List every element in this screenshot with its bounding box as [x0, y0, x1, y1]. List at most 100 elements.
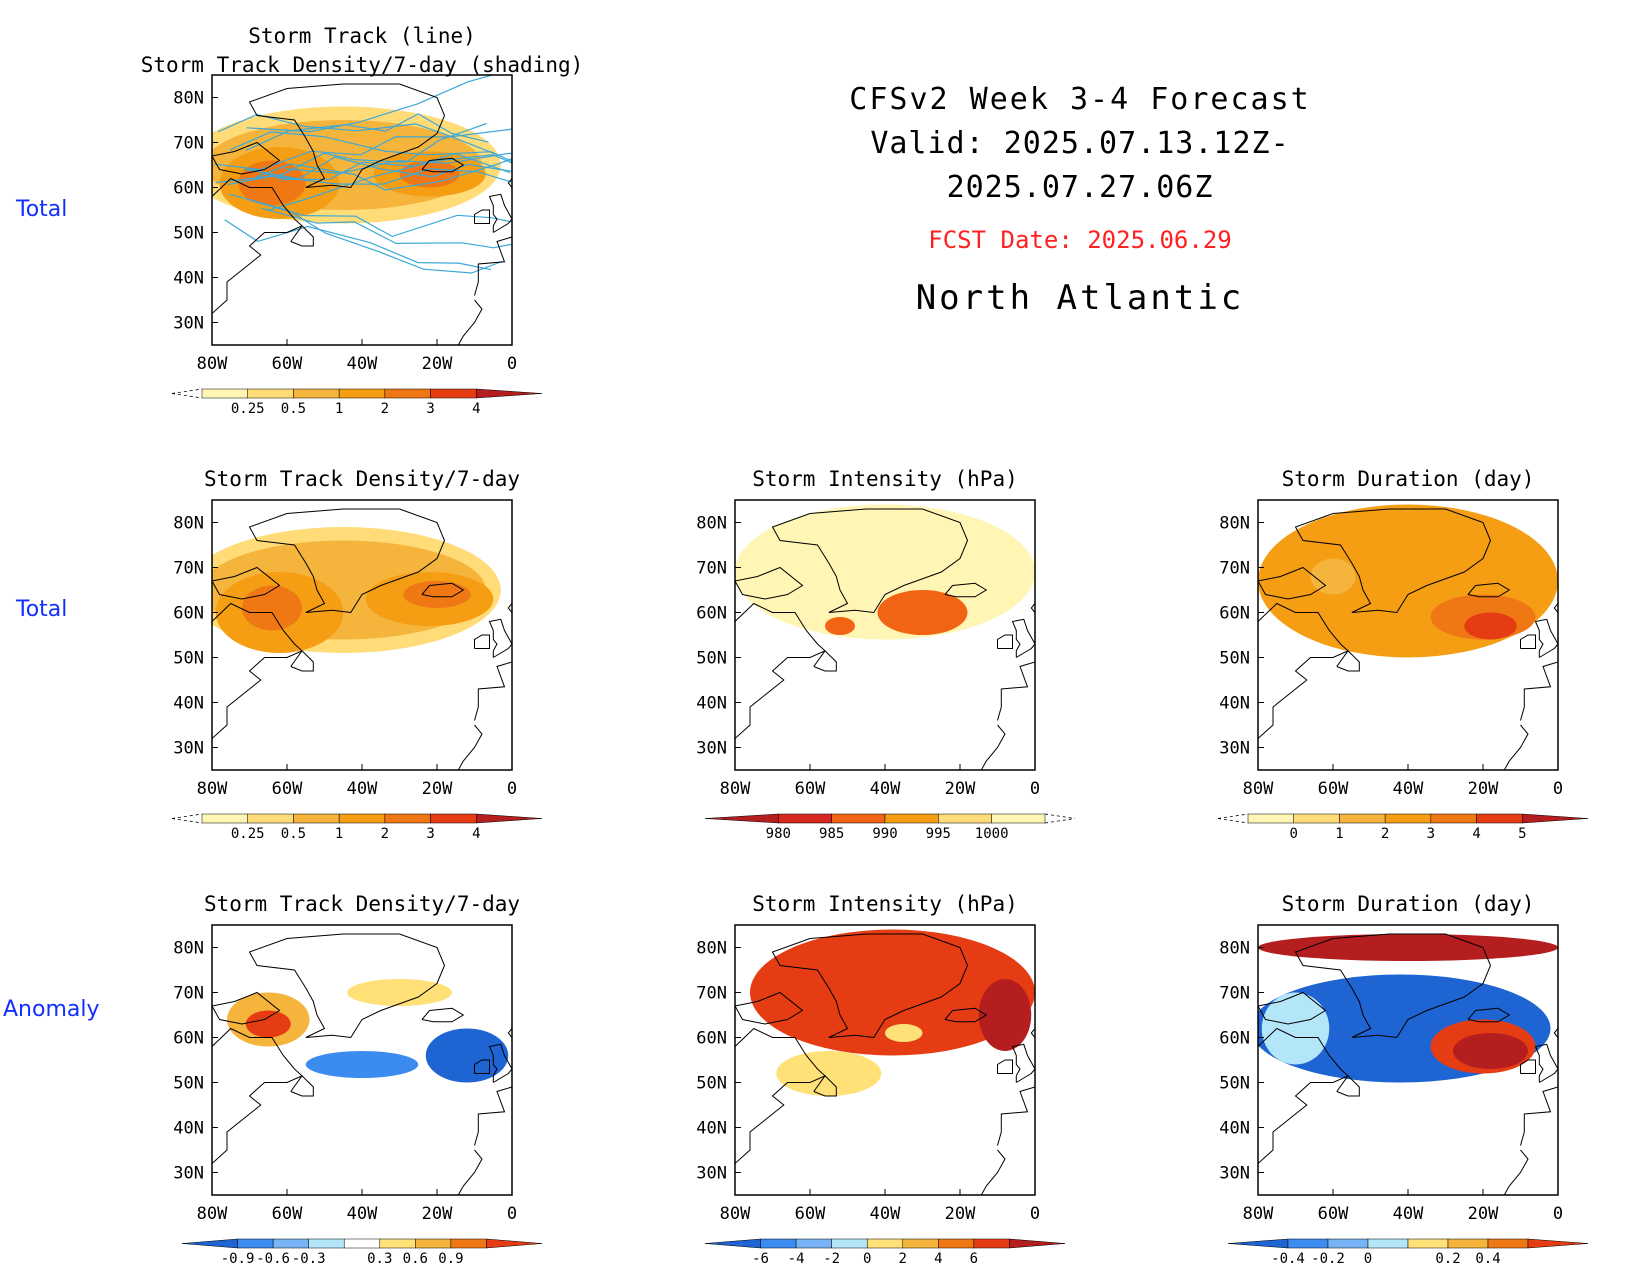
colorbar-swatch: [1447, 1238, 1489, 1249]
coastline: [421, 1007, 465, 1023]
lon-tick-label: 40W: [1393, 779, 1424, 799]
lat-tick-label: 50N: [696, 649, 727, 669]
colorbar-dashed-end: [171, 813, 203, 824]
coastline: [735, 1027, 826, 1164]
shaded-region: [242, 585, 302, 631]
colorbar-swatch: [1227, 1238, 1289, 1249]
lat-tick-label: 40N: [1219, 694, 1250, 714]
lat-tick-label: 70N: [1219, 559, 1250, 579]
lon-tick-label: 20W: [422, 779, 453, 799]
lat-tick-label: 60N: [696, 604, 727, 624]
colorbar-swatch: [866, 1238, 904, 1249]
panel-p10: Storm Track Density/7-day 80N 70N 60N 50N 40N…: [171, 467, 543, 842]
colorbar-swatch: [415, 1238, 452, 1249]
colorbar-label: 1: [335, 826, 343, 842]
coastline: [248, 508, 446, 614]
lat-tick-label: 60N: [696, 1029, 727, 1049]
colorbar-swatch: [293, 388, 340, 399]
lon-tick-label: 0: [1553, 1204, 1563, 1224]
colorbar-swatch: [1293, 813, 1340, 824]
storm-track-line: [214, 128, 512, 171]
colorbar-swatch: [1522, 813, 1589, 824]
lon-tick-label: 20W: [945, 779, 976, 799]
lon-tick-label: 20W: [422, 354, 453, 374]
map-area: [212, 933, 512, 1195]
coastline: [1336, 1075, 1360, 1097]
lon-tick-label: 80W: [197, 1204, 228, 1224]
shaded-region: [1310, 558, 1356, 595]
colorbar-swatch: [1327, 1238, 1369, 1249]
colorbar-label: 0.25: [231, 826, 265, 842]
coastline: [1520, 1059, 1536, 1074]
fcst-date: FCST Date: 2025.06.29: [928, 226, 1232, 254]
lon-tick-label: 20W: [945, 1204, 976, 1224]
colorbar-swatch: [1339, 813, 1386, 824]
colorbar: -0.9 -0.6 -0.3 0.3 0.6 0.9: [181, 1238, 543, 1267]
coastline: [488, 1043, 512, 1083]
lat-tick-label: 60N: [1219, 604, 1250, 624]
colorbar-swatch: [1487, 1238, 1529, 1249]
colorbar-label: 0.3: [367, 1251, 392, 1267]
shaded-region: [448, 1046, 486, 1074]
colorbar-label: -0.2: [1311, 1251, 1345, 1267]
lat-tick-label: 70N: [173, 984, 204, 1004]
map-area: [1258, 504, 1558, 770]
colorbar-swatch: [343, 1238, 381, 1249]
coastline: [1336, 650, 1360, 672]
lat-tick-label: 30N: [173, 314, 204, 334]
coastline: [1258, 602, 1349, 739]
colorbar-label: 0.9: [438, 1251, 463, 1267]
lon-tick-label: 60W: [1318, 779, 1349, 799]
storm-track-line: [229, 131, 512, 163]
colorbar-label: -0.9: [221, 1251, 255, 1267]
lon-tick-label: 20W: [1468, 1204, 1499, 1224]
colorbar-swatch: [1287, 1238, 1329, 1249]
shaded-region: [1261, 992, 1330, 1065]
lon-tick-label: 80W: [1243, 779, 1274, 799]
colorbar-label: -0.4: [1271, 1251, 1305, 1267]
panel-title: Storm Track (line): [248, 24, 476, 48]
valid-range: Valid: 2025.07.13.12Z-2025.07.27.06Z: [870, 126, 1290, 205]
coastline: [290, 225, 314, 247]
colorbar-label: 0: [1364, 1251, 1372, 1267]
coastline: [1258, 1027, 1349, 1164]
colorbar-label: 2: [381, 826, 389, 842]
lon-tick-label: 80W: [720, 779, 751, 799]
lon-tick-label: 80W: [720, 1204, 751, 1224]
lon-tick-label: 0: [1030, 1204, 1040, 1224]
lat-tick-label: 50N: [173, 1074, 204, 1094]
coastline: [1503, 1149, 1529, 1195]
coastline: [997, 1078, 1035, 1146]
storm-track-line: [245, 113, 489, 151]
colorbar-swatch: [379, 1238, 416, 1249]
forecast-title: CFSv2 Week 3-4 Forecast: [849, 82, 1311, 117]
panel-p00: Storm Track (line) Storm Track Density/7-…: [141, 24, 584, 417]
lon-tick-label: 0: [1030, 779, 1040, 799]
map-area: [212, 508, 512, 770]
colorbar: 0 1 2 3 4 5: [1217, 813, 1589, 842]
coastline: [1467, 1007, 1511, 1023]
lat-tick-label: 70N: [1219, 984, 1250, 1004]
lon-tick-label: 60W: [272, 779, 303, 799]
colorbar-swatch: [884, 813, 939, 824]
colorbar-label: 4: [1472, 826, 1480, 842]
lon-tick-label: 20W: [422, 1204, 453, 1224]
lat-tick-label: 40N: [696, 694, 727, 714]
coastline: [212, 177, 303, 314]
coastline: [1030, 603, 1035, 613]
lat-tick-label: 30N: [696, 1164, 727, 1184]
lat-tick-label: 40N: [1219, 1119, 1250, 1139]
storm-track-line: [224, 219, 492, 271]
colorbar-label: -0.6: [256, 1251, 290, 1267]
colorbar-swatch: [778, 813, 832, 824]
colorbar-swatch: [973, 1238, 1010, 1249]
storm-track-line: [246, 75, 495, 133]
colorbar-swatch: [1527, 1238, 1589, 1249]
coastline: [735, 566, 804, 600]
colorbar-swatch: [247, 813, 294, 824]
colorbar-swatch: [902, 1238, 939, 1249]
shaded-region: [1464, 612, 1517, 640]
colorbar-label: 2: [899, 1251, 907, 1267]
lat-tick-label: 30N: [1219, 1164, 1250, 1184]
coastline: [735, 991, 804, 1025]
